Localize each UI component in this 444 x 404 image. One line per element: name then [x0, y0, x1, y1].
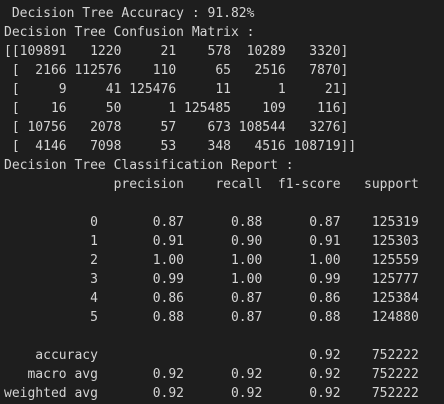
report-row-class-3: 3 0.99 1.00 0.99 125777	[4, 272, 419, 287]
report-row-accuracy: accuracy 0.92 752222	[4, 348, 419, 363]
report-row-class-5: 5 0.88 0.87 0.88 124880	[4, 310, 419, 325]
confusion-matrix-row: [ 10756 2078 57 673 108544 3276]	[4, 120, 349, 135]
blank-line	[4, 327, 444, 346]
report-row-class-1: 1 0.91 0.90 0.91 125303	[4, 234, 419, 249]
report-row-class-2: 2 1.00 1.00 1.00 125559	[4, 253, 419, 268]
report-header-row: precision recall f1-score support	[4, 177, 419, 192]
report-row-weighted-avg: weighted avg 0.92 0.92 0.92 752222	[4, 386, 419, 401]
confusion-matrix-row: [ 16 50 1 125485 109 116]	[4, 101, 349, 116]
report-row-class-0: 0 0.87 0.88 0.87 125319	[4, 215, 419, 230]
confusion-matrix-heading: Decision Tree Confusion Matrix :	[4, 25, 255, 40]
accuracy-line: Decision Tree Accuracy : 91.82%	[4, 6, 255, 21]
classification-report-heading: Decision Tree Classification Report :	[4, 158, 294, 173]
confusion-matrix-row: [[109891 1220 21 578 10289 3320]	[4, 44, 349, 59]
report-row-class-4: 4 0.86 0.87 0.86 125384	[4, 291, 419, 306]
confusion-matrix-row: [ 9 41 125476 11 1 21]	[4, 82, 349, 97]
report-row-macro-avg: macro avg 0.92 0.92 0.92 752222	[4, 367, 419, 382]
confusion-matrix-row: [ 4146 7098 53 348 4516 108719]]	[4, 139, 357, 154]
confusion-matrix-row: [ 2166 112576 110 65 2516 7870]	[4, 63, 349, 78]
blank-line	[4, 194, 444, 213]
